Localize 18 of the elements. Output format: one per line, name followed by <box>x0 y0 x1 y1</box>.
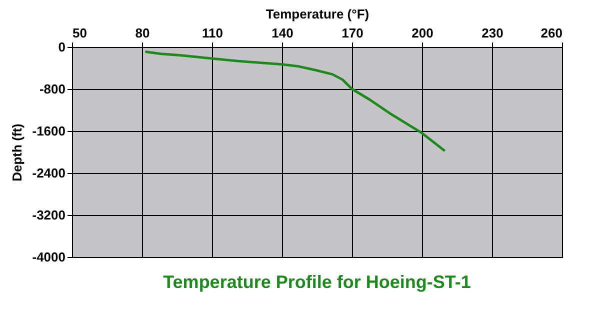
line-series <box>144 50 446 152</box>
y-axis-title: Depth (ft) <box>9 124 24 182</box>
y-tick-label: -1600 <box>32 124 66 138</box>
y-tick-label: -2400 <box>32 166 66 180</box>
x-axis-title: Temperature (°F) <box>266 6 370 22</box>
x-tick-label: 170 <box>342 26 364 40</box>
y-tick-label: 0 <box>58 40 66 54</box>
y-tick-label: -4000 <box>32 250 66 264</box>
y-tick-label: -800 <box>39 82 66 96</box>
text: Temperature Profile for Hoeing-ST-1 <box>163 272 471 292</box>
x-tick-label: 140 <box>272 26 294 40</box>
x-tick-label: 110 <box>202 26 223 40</box>
x-tick-label: 50 <box>72 26 87 40</box>
x-tick-label: 200 <box>412 26 434 40</box>
x-tick-label: 260 <box>540 26 562 40</box>
x-tick-label: 80 <box>135 26 150 40</box>
x-tick-label: 230 <box>482 26 504 40</box>
y-tick-label: -3200 <box>32 208 66 222</box>
